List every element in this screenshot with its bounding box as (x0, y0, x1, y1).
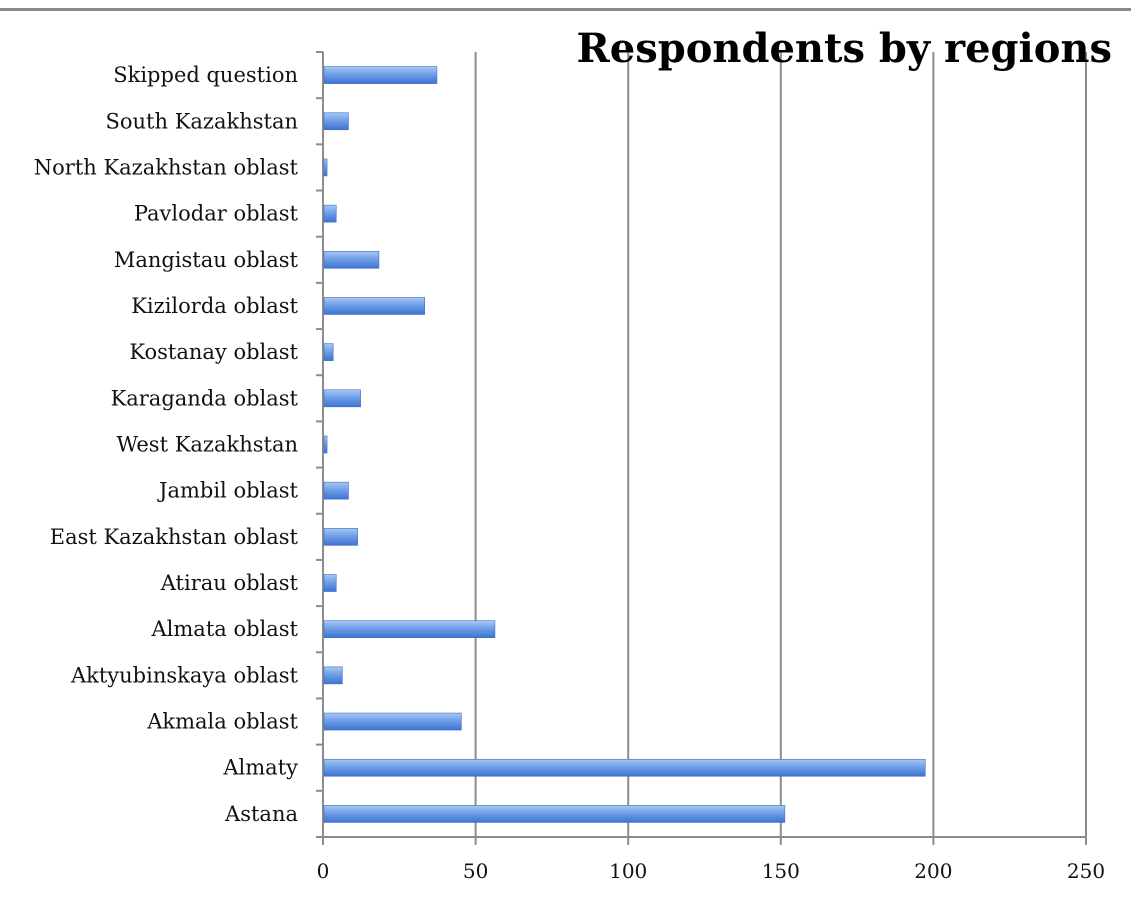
x-tick-label: 0 (317, 859, 330, 883)
category-label: Kizilorda oblast (131, 294, 298, 318)
x-tick-label: 100 (609, 859, 647, 883)
category-label: Kostanay oblast (129, 340, 298, 364)
bar (323, 343, 334, 361)
bar (323, 204, 337, 223)
bar (323, 66, 438, 84)
x-tick-label: 250 (1067, 859, 1105, 883)
category-label: Jambil oblast (157, 479, 299, 503)
bar (323, 158, 328, 177)
top-divider (0, 8, 1131, 11)
bar (323, 758, 926, 777)
bar (323, 574, 337, 592)
category-label: Mangistau oblast (114, 248, 299, 272)
category-label: Akmala oblast (146, 710, 298, 734)
category-label: Atirau oblast (160, 571, 299, 595)
bar (323, 481, 349, 500)
x-tick-label: 200 (914, 859, 952, 883)
category-label: North Kazakhstan oblast (34, 155, 299, 179)
chart-title: Respondents by regions (577, 25, 1112, 72)
bar (323, 297, 426, 315)
category-label: Pavlodar oblast (134, 202, 299, 226)
bar (323, 528, 358, 546)
category-label: Aktyubinskaya oblast (70, 663, 299, 687)
bars (323, 66, 926, 823)
x-tick-label: 50 (463, 859, 488, 883)
bar (323, 666, 343, 685)
category-labels: Skipped question South Kazakhstan North Ka… (34, 63, 299, 826)
category-label: Almaty (222, 756, 298, 780)
x-tick-label: 150 (762, 859, 800, 883)
gridlines (474, 52, 1087, 837)
bar (323, 389, 361, 408)
bar (323, 250, 380, 269)
category-label: Almata oblast (151, 617, 299, 641)
x-tick-labels: 0 50 100 150 200 250 (317, 859, 1105, 883)
category-label: East Kazakhstan oblast (50, 525, 299, 549)
bar (323, 620, 496, 639)
bar (323, 112, 349, 131)
bar (323, 435, 328, 454)
category-label: Karaganda oblast (111, 386, 299, 410)
category-label: West Kazakhstan (117, 433, 299, 457)
bar (323, 712, 462, 731)
bar (323, 805, 786, 823)
category-label: Skipped question (113, 63, 298, 87)
axes (316, 51, 1087, 845)
category-label: South Kazakhstan (106, 109, 299, 133)
category-label: Astana (224, 802, 298, 826)
